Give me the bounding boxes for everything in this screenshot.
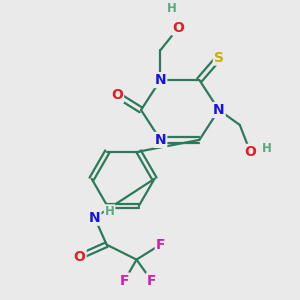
- Text: O: O: [111, 88, 123, 102]
- Text: O: O: [172, 21, 184, 35]
- Text: N: N: [213, 103, 225, 117]
- Text: O: O: [244, 145, 256, 159]
- Text: N: N: [155, 133, 166, 147]
- Text: F: F: [147, 274, 156, 287]
- Text: H: H: [105, 205, 115, 218]
- Text: H: H: [262, 142, 272, 155]
- Text: N: N: [155, 73, 166, 87]
- Text: N: N: [89, 211, 100, 225]
- Text: S: S: [214, 51, 224, 64]
- Text: F: F: [120, 274, 129, 287]
- Text: F: F: [156, 238, 165, 252]
- Text: H: H: [167, 2, 176, 15]
- Text: O: O: [74, 250, 85, 264]
